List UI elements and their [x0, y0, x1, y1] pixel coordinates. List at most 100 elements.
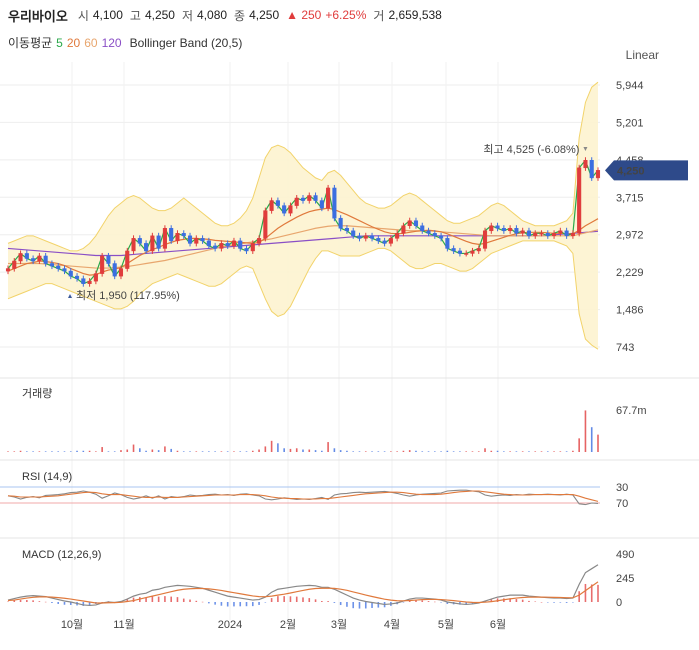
volume-panel-title: 거래량: [22, 387, 52, 400]
volume-bar: [233, 451, 235, 452]
volume-bar: [459, 451, 461, 452]
candle-body: [300, 197, 306, 201]
candle-body: [407, 220, 412, 226]
candle-body: [457, 250, 462, 254]
macd-histogram-bar: [88, 602, 91, 606]
volume-bar: [528, 451, 530, 452]
candle-body: [93, 273, 98, 282]
volume-bar: [465, 451, 467, 452]
macd-histogram-bar: [327, 601, 329, 602]
low-annotation: 최저 1,950 (117.95%): [76, 289, 180, 302]
volume-bar: [182, 451, 185, 452]
macd-histogram-bar: [176, 597, 179, 602]
volume-bar: [220, 451, 223, 452]
macd-histogram-bar: [572, 602, 574, 603]
candle-body: [508, 228, 513, 232]
volume-bar: [107, 451, 110, 452]
ma60-label[interactable]: 60: [84, 35, 98, 50]
rsi-signal-line: [7, 490, 599, 502]
volume-bar: [170, 448, 172, 452]
candle-body: [231, 240, 237, 247]
macd-signal-line: [7, 581, 599, 604]
macd-histogram-bar: [195, 600, 198, 602]
volume-bar: [245, 451, 248, 452]
candle-body: [558, 230, 563, 234]
macd-histogram-bar: [421, 600, 424, 602]
macd-histogram-bar: [170, 596, 172, 602]
y-tick-label: 3,715: [616, 192, 644, 204]
candle-body: [118, 268, 124, 277]
candle-body: [564, 230, 569, 237]
candle-body: [100, 255, 105, 274]
volume-bar: [26, 451, 28, 452]
macd-histogram-bar: [13, 600, 16, 602]
ma5-label[interactable]: 5: [56, 35, 63, 50]
y-tick-label: 2,229: [616, 267, 644, 279]
candle-body: [5, 268, 11, 272]
macd-histogram-bar: [565, 602, 568, 603]
close-label: 종: [234, 8, 246, 23]
volume-bar: [208, 451, 210, 452]
volume-bar: [7, 451, 9, 452]
macd-histogram-bar: [308, 598, 311, 602]
candle-body: [244, 248, 249, 252]
macd-histogram-bar: [7, 601, 9, 603]
ma20-label[interactable]: 20: [66, 35, 81, 50]
candle-body: [420, 225, 425, 232]
ma120-label[interactable]: 120: [101, 35, 122, 50]
volume-bar: [283, 448, 285, 452]
rsi-70-label: 70: [616, 498, 628, 510]
open-value: 4,100: [92, 8, 123, 22]
macd-histogram-bar: [597, 584, 599, 602]
ma60-line: [8, 225, 599, 269]
high-value: 4,250: [144, 8, 175, 22]
candle-body: [144, 243, 149, 252]
macd-histogram-bar: [63, 602, 66, 605]
macd-histogram-bar: [434, 601, 436, 603]
volume-bar: [321, 450, 323, 452]
volume-bar: [101, 447, 103, 452]
macd-histogram-bar: [553, 602, 555, 603]
macd-histogram-bar: [465, 602, 467, 605]
indicator-legend[interactable]: 이동평균 5 20 60 120 Bollinger Band (20,5): [8, 34, 242, 51]
candle-body: [570, 233, 575, 237]
quote-header: 우리바이오 시 4,100 고 4,250 저 4,080 종 4,250 ▲ …: [8, 6, 445, 24]
candle-body: [577, 167, 582, 234]
macd-histogram-bar: [182, 598, 185, 602]
volume-bar: [584, 410, 587, 452]
candle-body: [250, 243, 255, 252]
macd-histogram-bar: [546, 602, 549, 603]
volume-tick-label: 67.7m: [616, 405, 647, 417]
candle-body: [332, 187, 337, 219]
candle-body: [213, 245, 218, 249]
volume-bar: [157, 450, 160, 452]
x-tick-label: 6월: [490, 618, 506, 631]
candle-body: [269, 200, 274, 211]
bollinger-label[interactable]: Bollinger Band (20,5): [129, 35, 243, 50]
volume-bar: [371, 451, 373, 452]
macd-histogram-bar: [145, 597, 147, 602]
candle-body: [552, 233, 557, 237]
macd-histogram-bar: [208, 602, 210, 604]
macd-histogram-bar: [251, 602, 254, 607]
macd-histogram-bar: [521, 599, 524, 602]
candle-body: [194, 238, 199, 244]
candle-body: [313, 195, 318, 201]
macd-histogram-bar: [358, 602, 361, 609]
volume-bar: [88, 450, 91, 452]
candle-body: [401, 225, 406, 234]
macd-histogram-bar: [258, 602, 260, 605]
volume-bar: [421, 451, 424, 452]
candle-body: [589, 160, 594, 179]
stock-name[interactable]: 우리바이오: [8, 8, 68, 24]
volume-value: 2,659,538: [388, 8, 442, 22]
volume-bar: [452, 451, 455, 452]
scale-toggle[interactable]: Linear: [625, 48, 659, 62]
candle-body: [137, 238, 142, 244]
volume-bar: [415, 450, 417, 452]
volume-bar: [515, 451, 518, 452]
macd-histogram-bar: [490, 599, 493, 602]
volume-bar: [201, 451, 204, 452]
candle-body: [18, 253, 23, 262]
